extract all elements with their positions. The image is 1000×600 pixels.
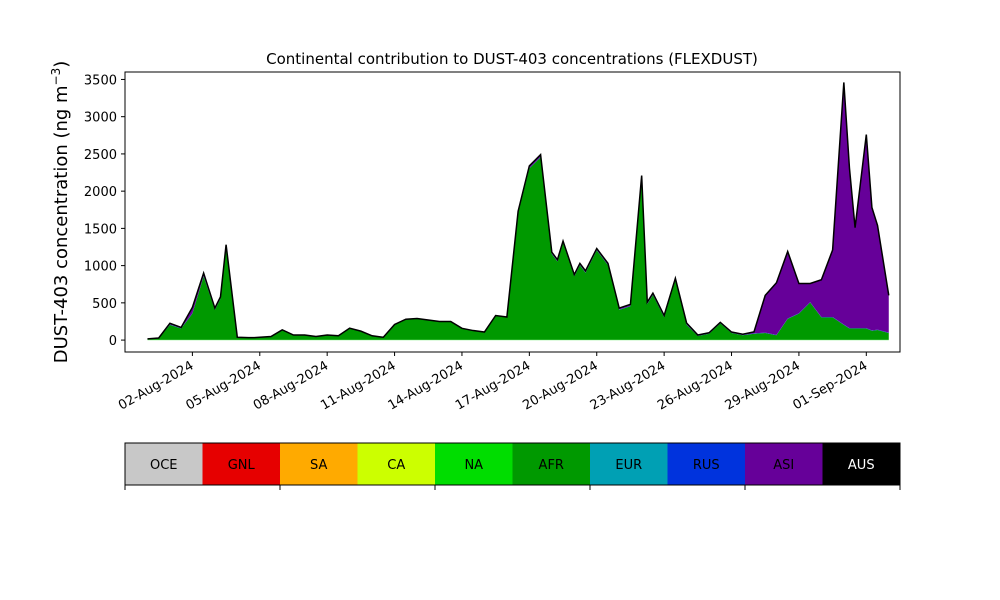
x-tick-label: 23-Aug-2024	[588, 358, 668, 413]
stacked-area-layer	[147, 82, 889, 341]
y-axis: 0 500 1000 1500 2000 2500 3000 3500	[84, 73, 125, 349]
y-tick-label: 3000	[84, 111, 117, 126]
legend-swatch-sa	[280, 443, 358, 485]
y-axis-label-close: )	[51, 61, 72, 68]
legend-swatch-asi	[745, 443, 823, 485]
x-tick-label: 08-Aug-2024	[251, 358, 331, 413]
area-afr	[147, 157, 889, 340]
y-tick-label: 3500	[84, 73, 117, 88]
legend-colorbar: OCE GNL SA CA NA AFR EUR RUS ASI AUS	[124, 442, 901, 490]
y-tick-label: 1000	[84, 260, 117, 275]
total-concentration-line	[147, 82, 890, 340]
legend-label-oce: OCE	[150, 458, 178, 473]
legend-label-sa: SA	[310, 458, 327, 473]
y-tick-label: 1500	[84, 222, 117, 237]
chart-title: Continental contribution to DUST-403 con…	[266, 50, 758, 68]
x-tick-label: 11-Aug-2024	[318, 358, 398, 413]
x-tick-label: 05-Aug-2024	[183, 358, 263, 413]
legend-swatch-oce	[125, 443, 203, 485]
x-tick-label: 02-Aug-2024	[116, 358, 196, 413]
plot-frame	[124, 71, 901, 353]
legend-swatch-afr	[512, 443, 590, 485]
legend-swatch-na	[435, 443, 513, 485]
y-tick-label: 0	[109, 334, 117, 349]
legend-frame	[124, 442, 901, 486]
y-tick-label: 2500	[84, 148, 117, 163]
legend-swatch-eur	[590, 443, 668, 485]
legend-label-rus: RUS	[693, 458, 720, 473]
x-tick-label: 14-Aug-2024	[386, 358, 466, 413]
legend-swatch-rus	[667, 443, 745, 485]
legend-swatch-ca	[357, 443, 435, 485]
legend-swatch-gnl	[202, 443, 280, 485]
x-tick-label: 17-Aug-2024	[453, 358, 533, 413]
legend-label-eur: EUR	[615, 458, 642, 473]
total-line-layer	[147, 82, 890, 340]
y-tick-label: 2000	[84, 185, 117, 200]
legend-label-ca: CA	[387, 458, 405, 473]
legend-label-gnl: GNL	[228, 458, 256, 473]
y-tick-label: 500	[92, 297, 117, 312]
x-tick-label: 29-Aug-2024	[723, 358, 803, 413]
x-tick-label: 01-Sep-2024	[790, 358, 870, 413]
x-tick-label: 20-Aug-2024	[520, 358, 600, 413]
x-tick-label: 26-Aug-2024	[655, 358, 735, 413]
legend-label-asi: ASI	[773, 458, 794, 473]
y-axis-label-main: DUST-403 concentration (ng m	[51, 85, 72, 363]
y-axis-label-exponent: −3	[49, 68, 63, 86]
legend-swatch-aus	[822, 443, 900, 485]
legend-label-na: NA	[464, 458, 483, 473]
legend-label-aus: AUS	[848, 458, 875, 473]
legend-label-afr: AFR	[539, 458, 564, 473]
x-axis: 02-Aug-202405-Aug-202408-Aug-202411-Aug-…	[116, 352, 870, 414]
y-axis-label: DUST-403 concentration (ng m−3)	[49, 61, 72, 364]
